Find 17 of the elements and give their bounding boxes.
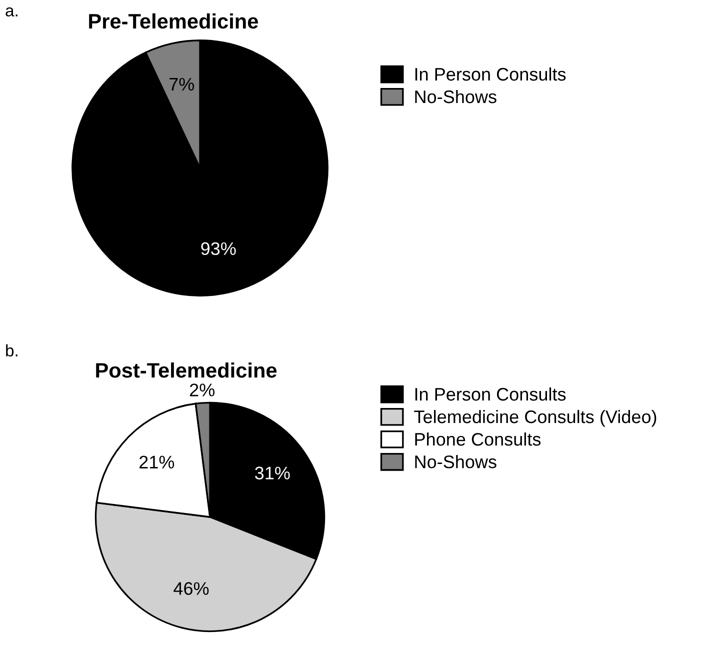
chart-title: Post-Telemedicine: [96, 362, 277, 378]
data-label: 21%: [140, 456, 174, 468]
data-label: 7%: [170, 78, 194, 91]
legend-label: Telemedicine Consults (Video): [414, 410, 656, 427]
data-label: 93%: [201, 242, 236, 256]
text: b.: [6, 344, 18, 356]
legend-label: No-Shows: [415, 455, 496, 468]
text: a.: [6, 7, 18, 16]
pie-slice: [72, 40, 328, 296]
legend-label: Phone Consults: [415, 432, 541, 446]
data-label: 2%: [190, 384, 215, 396]
legend-label: No-Shows: [415, 90, 496, 104]
chart-title: Pre-Telemedicine: [89, 13, 258, 29]
data-label: 46%: [174, 582, 209, 595]
legend-label: In Person Consults: [415, 67, 566, 81]
legend-label: In Person Consults: [415, 387, 566, 401]
data-label: 31%: [255, 466, 290, 480]
